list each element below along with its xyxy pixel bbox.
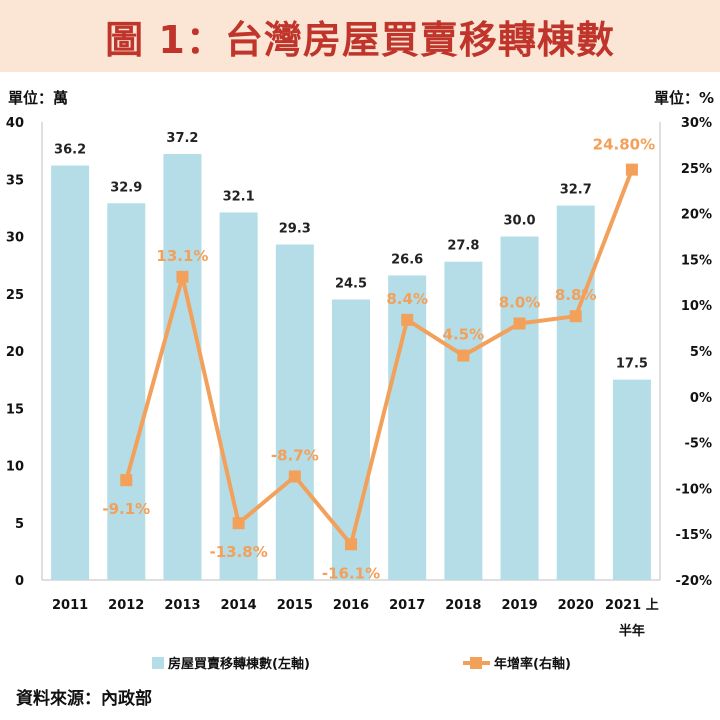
right-tick-label: 15% (681, 253, 712, 268)
bar-value-label: 32.7 (560, 183, 592, 198)
x-tick-label: 2017 (389, 598, 425, 613)
left-tick-label: 10 (6, 460, 24, 475)
x-tick-label: 2021 上半年 (605, 598, 659, 639)
growth-rate-label: 24.80% (593, 136, 655, 154)
x-tick-label: 2020 (558, 598, 594, 613)
growth-rate-marker (345, 538, 357, 551)
x-tick-label: 2015 (277, 598, 313, 613)
legend-line-marker (470, 657, 482, 669)
left-tick-label: 0 (15, 574, 24, 589)
bar (444, 261, 483, 580)
growth-rate-marker (176, 270, 189, 283)
growth-rate-marker (232, 517, 245, 530)
growth-rate-label: -8.7% (271, 446, 319, 464)
growth-rate-marker (401, 313, 414, 326)
bar (163, 154, 202, 580)
right-tick-label: -5% (685, 437, 712, 452)
left-tick-label: 30 (6, 231, 24, 246)
bar-value-label: 27.8 (447, 239, 479, 254)
left-tick-label: 35 (6, 173, 24, 188)
growth-rate-marker (569, 310, 582, 323)
x-tick-label: 2013 (164, 598, 200, 613)
left-tick-label: 15 (6, 402, 24, 417)
growth-rate-marker (457, 349, 470, 362)
left-tick-label: 25 (6, 288, 24, 303)
left-tick-label: 20 (6, 345, 24, 360)
x-tick-label: 2014 (221, 598, 257, 613)
bar (556, 205, 595, 580)
bar-value-label: 26.6 (391, 252, 423, 267)
left-tick-label: 5 (15, 517, 24, 532)
bar (51, 165, 90, 580)
x-tick-label: 2011 (52, 598, 88, 613)
right-tick-label: 0% (690, 391, 712, 406)
title-band: 圖 1：台灣房屋買賣移轉棟數 (0, 0, 720, 72)
legend-line-label: 年增率(右軸) (494, 656, 571, 672)
right-tick-label: 20% (681, 208, 712, 223)
left-tick-label: 40 (6, 116, 24, 131)
growth-rate-label: -16.1% (322, 564, 380, 582)
growth-rate-label: -9.1% (102, 500, 150, 518)
right-tick-label: -15% (675, 528, 712, 543)
bar (107, 203, 146, 581)
growth-rate-label: -13.8% (210, 543, 268, 561)
bar-value-label: 30.0 (504, 214, 536, 229)
bar-value-label: 32.1 (223, 189, 255, 204)
growth-rate-line (124, 168, 634, 547)
bar (275, 244, 314, 580)
bar-value-label: 37.2 (166, 131, 198, 146)
legend-bar-swatch (152, 657, 164, 669)
bar-value-label: 17.5 (616, 357, 648, 372)
bar (500, 236, 539, 580)
bar-value-label: 29.3 (279, 222, 311, 237)
growth-rate-marker (288, 470, 301, 483)
bar (612, 379, 651, 580)
x-tick-label: 2018 (445, 598, 481, 613)
x-tick-label: 2019 (501, 598, 537, 613)
growth-rate-label: 4.5% (443, 326, 485, 344)
x-tick-label: 2012 (108, 598, 144, 613)
right-tick-label: 25% (681, 162, 712, 177)
bar (332, 299, 370, 580)
bar-value-label: 36.2 (54, 143, 86, 158)
right-tick-label: 5% (690, 345, 712, 360)
x-tick-label: 2016 (333, 598, 369, 613)
growth-rate-label: 13.1% (156, 247, 208, 265)
right-tick-label: -20% (675, 574, 712, 589)
growth-rate-marker (120, 474, 133, 487)
right-tick-label: 30% (681, 116, 712, 131)
growth-rate-marker (513, 317, 526, 330)
source-note: 資料來源：內政部 (16, 689, 152, 709)
bar-value-label: 24.5 (335, 276, 367, 291)
left-axis-unit: 單位：萬 (8, 89, 68, 107)
growth-rate-marker (625, 163, 638, 176)
right-tick-label: -10% (675, 482, 712, 497)
growth-rate-label: 8.4% (386, 290, 428, 308)
chart-title: 圖 1：台灣房屋買賣移轉棟數 (105, 17, 615, 62)
growth-rate-label: 8.8% (555, 286, 597, 304)
right-tick-label: 10% (681, 299, 712, 314)
growth-rate-label: 8.0% (499, 294, 541, 312)
bar-value-label: 32.9 (110, 180, 142, 195)
legend-bar-label: 房屋買賣移轉棟數(左軸) (168, 656, 310, 672)
right-axis-unit: 單位：% (654, 89, 714, 107)
